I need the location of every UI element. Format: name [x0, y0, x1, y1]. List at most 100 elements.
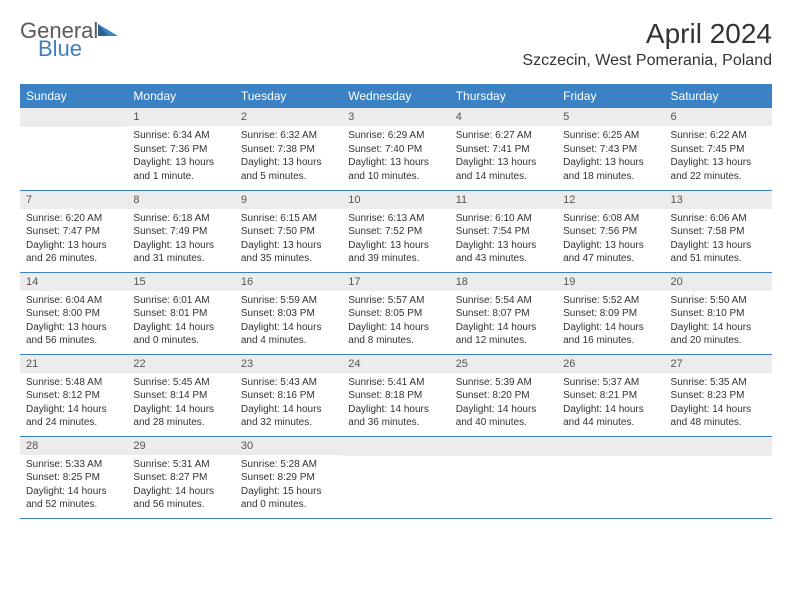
empty-day-bar — [342, 437, 449, 456]
sunset-line: Sunset: 8:18 PM — [348, 389, 443, 403]
header: General Blue April 2024 Szczecin, West P… — [20, 18, 772, 70]
calendar-cell: 13Sunrise: 6:06 AMSunset: 7:58 PMDayligh… — [665, 190, 772, 272]
sunrise-line: Sunrise: 5:52 AM — [563, 294, 658, 308]
daylight-line: Daylight: 14 hours and 24 minutes. — [26, 403, 121, 430]
sunrise-line: Sunrise: 6:25 AM — [563, 129, 658, 143]
daylight-line: Daylight: 14 hours and 44 minutes. — [563, 403, 658, 430]
sunset-line: Sunset: 8:16 PM — [241, 389, 336, 403]
day-number: 8 — [127, 191, 234, 209]
sunrise-line: Sunrise: 5:45 AM — [133, 376, 228, 390]
day-number: 21 — [20, 355, 127, 373]
logo-icon: General Blue — [20, 18, 120, 58]
day-body: Sunrise: 5:31 AMSunset: 8:27 PMDaylight:… — [127, 455, 234, 518]
sunrise-line: Sunrise: 6:22 AM — [671, 129, 766, 143]
sunset-line: Sunset: 7:58 PM — [671, 225, 766, 239]
month-title: April 2024 — [522, 18, 772, 50]
sunset-line: Sunset: 8:01 PM — [133, 307, 228, 321]
daylight-line: Daylight: 14 hours and 56 minutes. — [133, 485, 228, 512]
sunset-line: Sunset: 7:49 PM — [133, 225, 228, 239]
daylight-line: Daylight: 13 hours and 14 minutes. — [456, 156, 551, 183]
calendar-cell: 25Sunrise: 5:39 AMSunset: 8:20 PMDayligh… — [450, 354, 557, 436]
daylight-line: Daylight: 13 hours and 39 minutes. — [348, 239, 443, 266]
day-number: 5 — [557, 108, 664, 126]
sunrise-line: Sunrise: 6:01 AM — [133, 294, 228, 308]
sunrise-line: Sunrise: 5:57 AM — [348, 294, 443, 308]
calendar-row: 1Sunrise: 6:34 AMSunset: 7:36 PMDaylight… — [20, 108, 772, 190]
day-body: Sunrise: 6:20 AMSunset: 7:47 PMDaylight:… — [20, 209, 127, 272]
sunset-line: Sunset: 8:00 PM — [26, 307, 121, 321]
sunrise-line: Sunrise: 5:35 AM — [671, 376, 766, 390]
sunrise-line: Sunrise: 6:15 AM — [241, 212, 336, 226]
sunrise-line: Sunrise: 6:27 AM — [456, 129, 551, 143]
day-number: 27 — [665, 355, 772, 373]
sunrise-line: Sunrise: 5:43 AM — [241, 376, 336, 390]
day-number: 3 — [342, 108, 449, 126]
sunset-line: Sunset: 7:54 PM — [456, 225, 551, 239]
sunset-line: Sunset: 8:09 PM — [563, 307, 658, 321]
sunrise-line: Sunrise: 6:20 AM — [26, 212, 121, 226]
day-body: Sunrise: 5:50 AMSunset: 8:10 PMDaylight:… — [665, 291, 772, 354]
day-number: 14 — [20, 273, 127, 291]
daylight-line: Daylight: 13 hours and 22 minutes. — [671, 156, 766, 183]
day-number: 23 — [235, 355, 342, 373]
sunrise-line: Sunrise: 5:48 AM — [26, 376, 121, 390]
weekday-tue: Tuesday — [235, 84, 342, 108]
sunrise-line: Sunrise: 5:54 AM — [456, 294, 551, 308]
sunset-line: Sunset: 8:12 PM — [26, 389, 121, 403]
day-number: 2 — [235, 108, 342, 126]
sunrise-line: Sunrise: 6:10 AM — [456, 212, 551, 226]
sunrise-line: Sunrise: 5:50 AM — [671, 294, 766, 308]
day-number: 4 — [450, 108, 557, 126]
calendar-cell: 9Sunrise: 6:15 AMSunset: 7:50 PMDaylight… — [235, 190, 342, 272]
day-number: 7 — [20, 191, 127, 209]
day-number: 19 — [557, 273, 664, 291]
calendar-cell: 30Sunrise: 5:28 AMSunset: 8:29 PMDayligh… — [235, 436, 342, 518]
day-body: Sunrise: 5:39 AMSunset: 8:20 PMDaylight:… — [450, 373, 557, 436]
daylight-line: Daylight: 13 hours and 1 minute. — [133, 156, 228, 183]
day-body: Sunrise: 6:27 AMSunset: 7:41 PMDaylight:… — [450, 126, 557, 189]
daylight-line: Daylight: 14 hours and 28 minutes. — [133, 403, 228, 430]
calendar-row: 28Sunrise: 5:33 AMSunset: 8:25 PMDayligh… — [20, 436, 772, 518]
daylight-line: Daylight: 13 hours and 56 minutes. — [26, 321, 121, 348]
sunset-line: Sunset: 7:50 PM — [241, 225, 336, 239]
sunset-line: Sunset: 8:23 PM — [671, 389, 766, 403]
day-body: Sunrise: 5:28 AMSunset: 8:29 PMDaylight:… — [235, 455, 342, 518]
daylight-line: Daylight: 13 hours and 26 minutes. — [26, 239, 121, 266]
day-body: Sunrise: 5:57 AMSunset: 8:05 PMDaylight:… — [342, 291, 449, 354]
sunrise-line: Sunrise: 6:08 AM — [563, 212, 658, 226]
day-body: Sunrise: 6:32 AMSunset: 7:38 PMDaylight:… — [235, 126, 342, 189]
day-body: Sunrise: 6:34 AMSunset: 7:36 PMDaylight:… — [127, 126, 234, 189]
sunrise-line: Sunrise: 5:33 AM — [26, 458, 121, 472]
calendar-cell: 2Sunrise: 6:32 AMSunset: 7:38 PMDaylight… — [235, 108, 342, 190]
day-number: 30 — [235, 437, 342, 455]
sunset-line: Sunset: 8:14 PM — [133, 389, 228, 403]
daylight-line: Daylight: 14 hours and 20 minutes. — [671, 321, 766, 348]
calendar-cell: 5Sunrise: 6:25 AMSunset: 7:43 PMDaylight… — [557, 108, 664, 190]
calendar-cell: 20Sunrise: 5:50 AMSunset: 8:10 PMDayligh… — [665, 272, 772, 354]
day-body: Sunrise: 6:01 AMSunset: 8:01 PMDaylight:… — [127, 291, 234, 354]
calendar-cell: 23Sunrise: 5:43 AMSunset: 8:16 PMDayligh… — [235, 354, 342, 436]
day-body: Sunrise: 5:43 AMSunset: 8:16 PMDaylight:… — [235, 373, 342, 436]
day-number: 9 — [235, 191, 342, 209]
daylight-line: Daylight: 13 hours and 47 minutes. — [563, 239, 658, 266]
daylight-line: Daylight: 13 hours and 10 minutes. — [348, 156, 443, 183]
sunrise-line: Sunrise: 5:59 AM — [241, 294, 336, 308]
day-number: 1 — [127, 108, 234, 126]
sunset-line: Sunset: 8:10 PM — [671, 307, 766, 321]
calendar: Sunday Monday Tuesday Wednesday Thursday… — [20, 84, 772, 519]
day-number: 10 — [342, 191, 449, 209]
day-body: Sunrise: 5:59 AMSunset: 8:03 PMDaylight:… — [235, 291, 342, 354]
sunset-line: Sunset: 7:52 PM — [348, 225, 443, 239]
sunrise-line: Sunrise: 6:18 AM — [133, 212, 228, 226]
day-body: Sunrise: 5:41 AMSunset: 8:18 PMDaylight:… — [342, 373, 449, 436]
sunrise-line: Sunrise: 5:31 AM — [133, 458, 228, 472]
calendar-cell: 17Sunrise: 5:57 AMSunset: 8:05 PMDayligh… — [342, 272, 449, 354]
location: Szczecin, West Pomerania, Poland — [522, 52, 772, 70]
daylight-line: Daylight: 14 hours and 32 minutes. — [241, 403, 336, 430]
calendar-cell: 8Sunrise: 6:18 AMSunset: 7:49 PMDaylight… — [127, 190, 234, 272]
sunset-line: Sunset: 7:41 PM — [456, 143, 551, 157]
day-body: Sunrise: 5:33 AMSunset: 8:25 PMDaylight:… — [20, 455, 127, 518]
calendar-cell — [665, 436, 772, 518]
day-number: 16 — [235, 273, 342, 291]
weekday-fri: Friday — [557, 84, 664, 108]
